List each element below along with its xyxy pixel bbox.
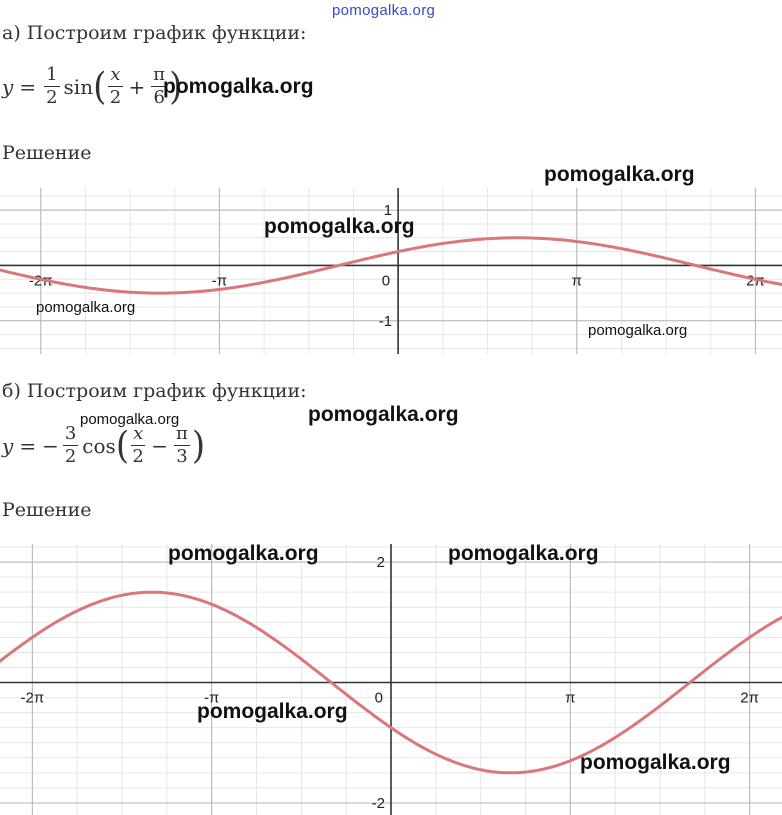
x-num: x: [131, 423, 146, 446]
formula-eq: =: [19, 433, 37, 458]
graph-a: -2π -π 0 π 2π 1 -1: [0, 188, 782, 354]
const-num: π: [174, 423, 190, 446]
graph-b: -2π -π 0 π 2π 2 -2: [0, 544, 782, 815]
x-tick-label: 0: [382, 272, 390, 289]
const-den: 6: [153, 87, 165, 108]
paren-open: (: [93, 64, 107, 109]
formula-eq: =: [19, 74, 37, 99]
formula-y: y: [2, 74, 14, 99]
watermark: pomogalka.org: [264, 215, 415, 238]
watermark: pomogalka.org: [80, 411, 180, 428]
part-a-heading: а) Построим график функции:: [2, 22, 307, 44]
paren-close: ): [191, 423, 206, 468]
x-tick-label: -π: [204, 690, 219, 707]
coef-num: 3: [62, 423, 79, 446]
paren-close: ): [169, 64, 183, 109]
watermark: pomogalka.org: [308, 403, 459, 426]
x-num: x: [108, 64, 123, 87]
part-b-heading: б) Построим график функции:: [2, 380, 307, 402]
formula-sign: −: [42, 433, 59, 458]
y-tick-label: 1: [384, 202, 392, 219]
x-tick-label: -2π: [21, 690, 45, 707]
watermark: pomogalka.org: [168, 542, 319, 565]
coef-num: 1: [44, 64, 60, 87]
formula-op: +: [128, 74, 146, 99]
watermark: pomogalka.org: [448, 542, 599, 565]
x-tick-label: 0: [375, 690, 383, 707]
watermark: pomogalka.org: [544, 163, 695, 186]
y-tick-label: 2: [377, 554, 385, 571]
watermark-top: pomogalka.org: [332, 2, 436, 19]
x-tick-label: -π: [212, 272, 227, 289]
y-tick-label: -1: [379, 313, 392, 330]
part-b-solution: Решение: [2, 499, 92, 521]
x-den: 2: [109, 87, 122, 108]
x-tick-label: π: [565, 690, 575, 707]
y-tick-label: -2: [372, 795, 385, 812]
watermark: pomogalka.org: [163, 75, 314, 98]
coef-den: 2: [46, 87, 58, 108]
const-num: π: [151, 64, 168, 87]
graph-a-svg: -2π -π 0 π 2π1-1: [0, 188, 782, 354]
graph-b-svg: -2π -π 0 π 2π 2 -2: [0, 544, 782, 815]
formula-func: cos: [82, 433, 116, 458]
coef-den: 2: [64, 446, 77, 467]
function-curve: [0, 590, 782, 775]
watermark: pomogalka.org: [36, 299, 136, 316]
watermark: pomogalka.org: [580, 751, 731, 774]
x-tick-label: π: [572, 272, 582, 289]
formula-y: y: [2, 433, 14, 458]
formula-func: sin: [63, 74, 94, 99]
function-curve: [0, 236, 782, 295]
const-den: 3: [176, 446, 188, 467]
x-tick-label: 2π: [746, 272, 765, 289]
x-tick-label: 2π: [740, 690, 759, 707]
paren-open: (: [115, 423, 130, 468]
part-a-solution: Решение: [2, 142, 92, 164]
watermark: pomogalka.org: [197, 700, 348, 723]
watermark: pomogalka.org: [588, 322, 688, 339]
formula-op: −: [151, 433, 168, 458]
x-den: 2: [132, 446, 144, 467]
